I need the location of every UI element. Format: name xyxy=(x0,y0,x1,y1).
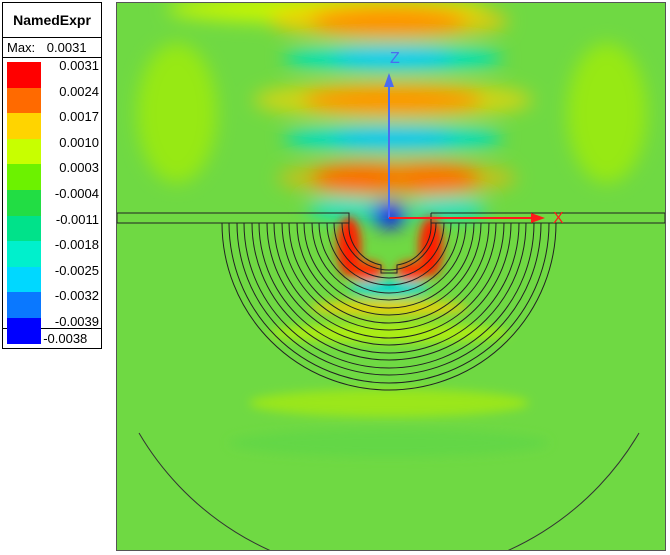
legend-swatch xyxy=(7,113,41,139)
legend-swatch xyxy=(7,241,41,267)
z-axis-label: Z xyxy=(390,50,400,67)
legend-tick-label: -0.0018 xyxy=(54,237,99,253)
legend-max: Max: 0.0031 xyxy=(3,38,101,58)
legend-tick-label: -0.0011 xyxy=(55,211,99,227)
legend-tick-label: -0.0025 xyxy=(54,262,99,278)
legend-max-value: 0.0031 xyxy=(46,40,87,55)
legend-swatch xyxy=(7,164,41,190)
legend-scale: 0.0031 0.0024 0.0017 0.0010 0.0003 -0.0004 -0.… xyxy=(3,58,101,344)
legend-swatches xyxy=(7,62,41,344)
legend-swatch xyxy=(7,317,41,344)
field-plot[interactable]: Z X xyxy=(116,2,666,551)
legend-tick-label: 0.0017 xyxy=(59,109,99,125)
field-bands-upper xyxy=(137,3,647,227)
legend-tick-label: -0.0032 xyxy=(54,288,99,304)
field-plot-canvas: Z X xyxy=(117,3,665,550)
legend-swatch xyxy=(7,215,41,242)
legend-swatch xyxy=(7,138,41,165)
color-legend: NamedExpr Max: 0.0031 0.0031 0.0024 0.0017… xyxy=(2,2,102,349)
legend-swatch xyxy=(7,62,41,88)
legend-min-value: -0.0038 xyxy=(43,331,88,346)
legend-title: NamedExpr xyxy=(3,3,101,38)
legend-max-label: Max: xyxy=(7,40,36,55)
legend-swatch xyxy=(7,189,41,216)
legend-swatch xyxy=(7,266,41,293)
x-axis-label: X xyxy=(553,210,564,227)
x-axis-arrow xyxy=(531,213,545,223)
legend-tick-label: 0.0010 xyxy=(59,134,99,150)
z-axis-arrow xyxy=(384,73,394,87)
legend-tick-label: -0.0004 xyxy=(54,185,99,201)
legend-tick-label: 0.0031 xyxy=(59,58,99,73)
legend-tick-labels: 0.0031 0.0024 0.0017 0.0010 0.0003 -0.0004 -0.… xyxy=(47,58,99,340)
coordinate-axes: Z X xyxy=(384,50,564,227)
legend-swatch xyxy=(7,292,41,318)
legend-tick-label: -0.0039 xyxy=(54,313,99,329)
legend-tick-label: 0.0003 xyxy=(59,160,99,176)
field-bands-lower xyxy=(229,217,549,457)
legend-swatch xyxy=(7,87,41,114)
legend-tick-label: 0.0024 xyxy=(59,83,99,99)
antenna-geometry xyxy=(117,212,665,550)
